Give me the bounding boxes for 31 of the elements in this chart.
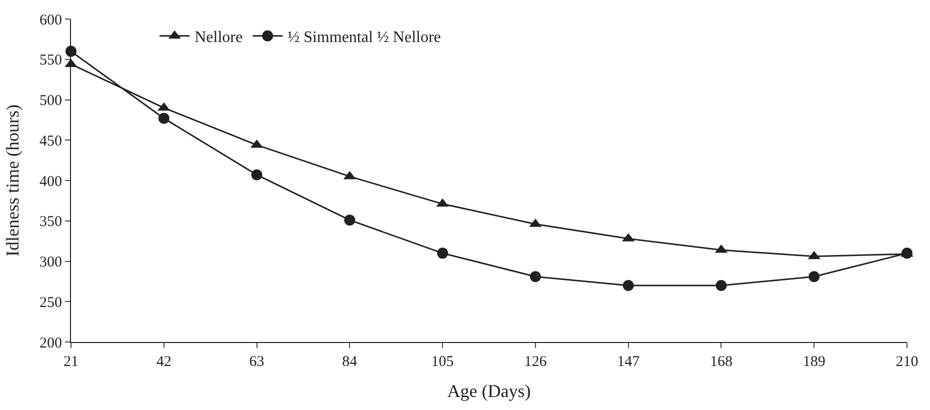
legend-label: Nellore <box>194 29 243 46</box>
point <box>251 169 262 180</box>
y-tick-label: 550 <box>40 52 62 69</box>
y-tick-label: 200 <box>40 335 62 352</box>
x-tick-label: 147 <box>617 354 640 370</box>
y-tick-label: 450 <box>40 133 62 150</box>
y-tick-label: 600 <box>40 12 62 28</box>
legend-label: ½ Simmental ½ Nellore <box>288 29 441 46</box>
x-tick-label: 210 <box>896 354 918 370</box>
x-axis-title: Age (Days) <box>447 381 531 402</box>
y-tick-label: 250 <box>40 294 62 311</box>
y-tick-label: 300 <box>40 254 62 270</box>
point <box>344 214 356 226</box>
point <box>437 248 448 259</box>
point <box>530 271 541 282</box>
x-tick-label: 21 <box>64 354 78 370</box>
x-tick-label: 63 <box>249 354 264 370</box>
y-tick-label: 350 <box>40 214 62 230</box>
point <box>158 112 170 124</box>
point <box>808 271 820 282</box>
x-tick-label: 42 <box>156 354 172 370</box>
x-tick-label: 126 <box>524 354 548 370</box>
x-tick-label: 84 <box>342 354 358 370</box>
y-tick-label: 500 <box>40 93 62 109</box>
point <box>622 280 634 291</box>
x-tick-label: 189 <box>802 354 826 370</box>
x-tick-label: 168 <box>710 354 732 370</box>
point <box>716 280 727 291</box>
x-tick-label: 105 <box>431 354 454 370</box>
y-tick-label: 400 <box>40 174 62 190</box>
y-axis-title: Idleness time (hours) <box>2 104 23 256</box>
